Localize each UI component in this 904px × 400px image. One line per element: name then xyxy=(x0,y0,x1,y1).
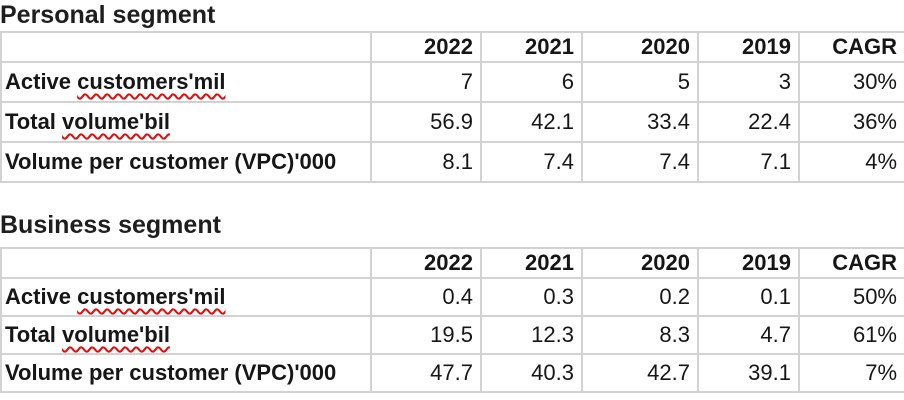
cell-value: 7% xyxy=(798,353,904,393)
personal-segment-section: Personal segment 2022 2021 2020 2019 CAG… xyxy=(0,0,904,183)
cell-value: 8.1 xyxy=(370,141,482,183)
row-label-text: Total xyxy=(5,322,63,347)
cell-value: 42.7 xyxy=(581,353,699,393)
cell-value: 3 xyxy=(697,61,800,103)
cell-value: 42.1 xyxy=(480,101,583,143)
cell-value: 8.3 xyxy=(581,315,699,355)
business-segment-title: Business segment xyxy=(0,211,221,239)
header-cell-cagr: CAGR xyxy=(798,247,904,279)
cell-value: 12.3 xyxy=(480,315,583,355)
row-label-text: Total xyxy=(5,109,63,134)
cell-value: 7.1 xyxy=(697,141,800,183)
misspelled-word: volume'bil xyxy=(62,322,170,347)
cell-value: 5 xyxy=(581,61,699,103)
business-segment-section: Business segment 2022 2021 2020 2019 CAG… xyxy=(0,183,904,393)
header-cell-2022: 2022 xyxy=(370,247,482,279)
cell-value: 7 xyxy=(370,61,482,103)
table-row-active-customers: Active customers'mil 0.4 0.3 0.2 0.1 50% xyxy=(0,277,904,317)
table-header-row: 2022 2021 2020 2019 CAGR xyxy=(0,247,904,279)
header-cell-2022: 2022 xyxy=(370,31,482,63)
header-cell-2020: 2020 xyxy=(581,31,699,63)
row-label: Volume per customer (VPC)'000 xyxy=(0,353,372,393)
header-cell-2021: 2021 xyxy=(480,31,583,63)
header-cell-2020: 2020 xyxy=(581,247,699,279)
header-cell-2019: 2019 xyxy=(697,247,800,279)
business-segment-table: 2022 2021 2020 2019 CAGR Active customer… xyxy=(0,247,904,393)
cell-value: 33.4 xyxy=(581,101,699,143)
cell-value: 22.4 xyxy=(697,101,800,143)
cell-value: 7.4 xyxy=(581,141,699,183)
row-label-text: Active xyxy=(5,284,78,309)
cell-value: 56.9 xyxy=(370,101,482,143)
cell-value: 50% xyxy=(798,277,904,317)
table-header-row: 2022 2021 2020 2019 CAGR xyxy=(0,31,904,63)
cell-value: 61% xyxy=(798,315,904,355)
row-label: Active customers'mil xyxy=(0,61,372,103)
row-label-text: Volume per customer (VPC)'000 xyxy=(5,149,337,174)
header-cell-blank xyxy=(0,31,372,63)
row-label: Total volume'bil xyxy=(0,101,372,143)
row-label-text: Volume per customer (VPC)'000 xyxy=(5,360,337,385)
header-cell-blank xyxy=(0,247,372,279)
cell-value: 0.1 xyxy=(697,277,800,317)
cell-value: 7.4 xyxy=(480,141,583,183)
misspelled-word: customers'mil xyxy=(77,284,226,309)
cell-value: 30% xyxy=(798,61,904,103)
cell-value: 0.3 xyxy=(480,277,583,317)
header-cell-2019: 2019 xyxy=(697,31,800,63)
personal-segment-title: Personal segment xyxy=(0,1,216,29)
table-row-volume-per-customer: Volume per customer (VPC)'000 8.1 7.4 7.… xyxy=(0,141,904,183)
cell-value: 0.2 xyxy=(581,277,699,317)
row-label-text: Active xyxy=(5,69,78,94)
row-label: Total volume'bil xyxy=(0,315,372,355)
table-row-total-volume: Total volume'bil 56.9 42.1 33.4 22.4 36% xyxy=(0,101,904,143)
cell-value: 39.1 xyxy=(697,353,800,393)
misspelled-word: customers'mil xyxy=(77,69,226,94)
misspelled-word: volume'bil xyxy=(62,109,170,134)
cell-value: 19.5 xyxy=(370,315,482,355)
row-label: Active customers'mil xyxy=(0,277,372,317)
cell-value: 6 xyxy=(480,61,583,103)
table-row-active-customers: Active customers'mil 7 6 5 3 30% xyxy=(0,61,904,103)
cell-value: 40.3 xyxy=(480,353,583,393)
cell-value: 47.7 xyxy=(370,353,482,393)
table-row-volume-per-customer: Volume per customer (VPC)'000 47.7 40.3 … xyxy=(0,353,904,393)
cell-value: 36% xyxy=(798,101,904,143)
personal-segment-table: 2022 2021 2020 2019 CAGR Active customer… xyxy=(0,31,904,183)
header-cell-cagr: CAGR xyxy=(798,31,904,63)
header-cell-2021: 2021 xyxy=(480,247,583,279)
cell-value: 4.7 xyxy=(697,315,800,355)
row-label: Volume per customer (VPC)'000 xyxy=(0,141,372,183)
table-row-total-volume: Total volume'bil 19.5 12.3 8.3 4.7 61% xyxy=(0,315,904,355)
cell-value: 4% xyxy=(798,141,904,183)
cell-value: 0.4 xyxy=(370,277,482,317)
